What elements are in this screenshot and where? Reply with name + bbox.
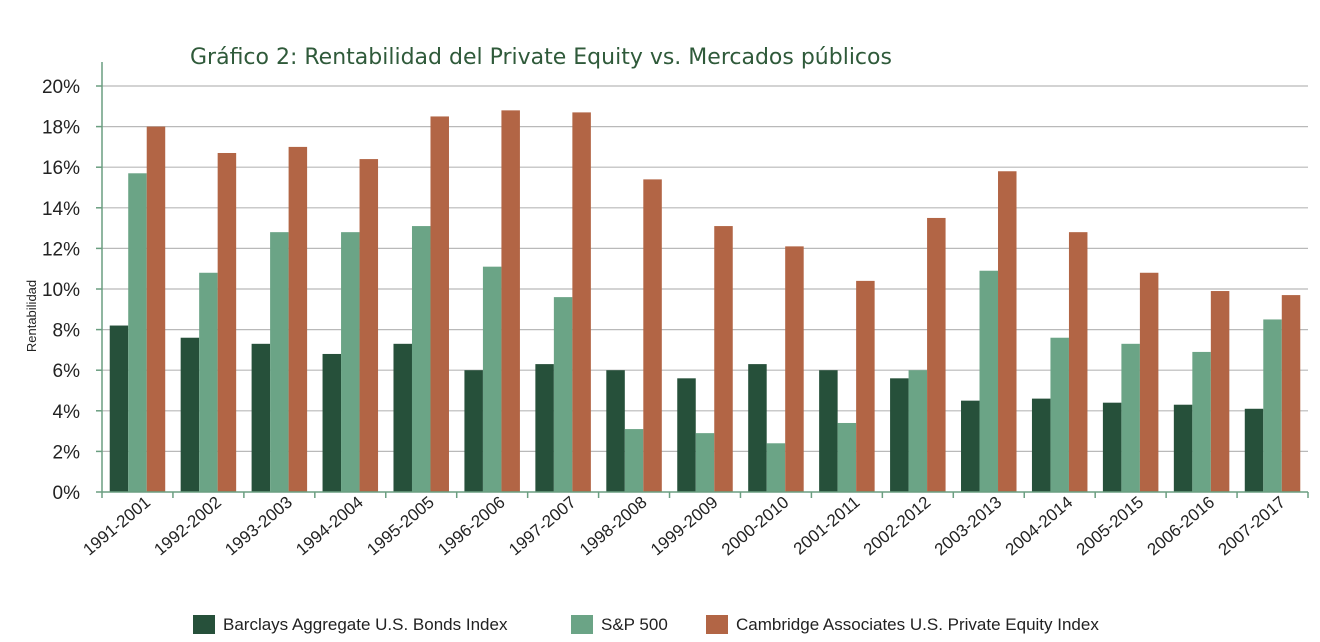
y-tick-label: 4%	[53, 402, 81, 423]
legend-label: S&P 500	[601, 615, 668, 634]
bar-bonds	[677, 378, 696, 492]
y-tick-labels: 0% 2% 4% 6% 8% 10% 12% 14% 16% 18% 20%	[42, 77, 80, 504]
bar-bonds	[109, 325, 129, 492]
bar-bonds	[961, 400, 980, 492]
bar-sp500	[270, 232, 289, 492]
bar-private-equity	[927, 217, 946, 492]
y-tick-label: 2%	[53, 442, 81, 463]
x-tick-label: 1998-2008	[576, 493, 651, 560]
bar-bonds	[251, 343, 271, 492]
y-tick-label: 14%	[42, 199, 80, 220]
bar-sp500	[411, 226, 431, 492]
x-tick-label: 2006-2016	[1144, 493, 1219, 560]
bar-sp500	[979, 270, 999, 492]
bar-bonds	[535, 364, 554, 492]
legend: Barclays Aggregate U.S. Bonds Index S&P 5…	[193, 615, 1099, 634]
legend-label: Barclays Aggregate U.S. Bonds Index	[223, 615, 508, 634]
bar-private-equity	[501, 110, 520, 493]
bar-bonds	[819, 370, 838, 492]
bar-private-equity	[785, 246, 804, 492]
y-tick-label: 0%	[53, 483, 81, 504]
bar-sp500	[553, 297, 573, 492]
legend-swatch	[571, 615, 593, 634]
bar-private-equity	[714, 226, 733, 492]
x-tick-label: 2000-2010	[718, 493, 793, 560]
y-tick-label: 16%	[42, 158, 80, 179]
x-tick-label: 1994-2004	[292, 493, 367, 560]
bar-sp500	[695, 433, 715, 492]
bar-bonds	[1102, 402, 1122, 492]
x-tick-label: 1995-2005	[363, 493, 438, 560]
x-tick-labels: 1991-20011992-20021993-20031994-20041995…	[80, 493, 1290, 560]
bar-private-equity	[1139, 272, 1159, 492]
bar-private-equity	[572, 112, 591, 492]
y-tick-label: 18%	[42, 118, 80, 139]
y-tick-label: 6%	[53, 361, 81, 382]
bar-bonds	[180, 337, 200, 492]
x-tick-label: 2001-2011	[790, 493, 864, 559]
chart-title: Gráfico 2: Rentabilidad del Private Equi…	[190, 45, 892, 70]
bar-bonds	[464, 370, 483, 492]
bar-bonds	[606, 370, 625, 492]
bar-private-equity	[1068, 232, 1088, 492]
bar-sp500	[837, 422, 857, 492]
bar-sp500	[341, 232, 360, 492]
x-tick-label: 1993-2003	[221, 493, 296, 560]
bar-bonds	[1173, 404, 1193, 492]
bar-private-equity	[1210, 291, 1230, 492]
x-tick-label: 2004-2014	[1002, 493, 1077, 560]
bar-private-equity	[643, 179, 662, 492]
bar-bonds	[748, 364, 767, 492]
bar-private-equity	[1281, 295, 1301, 492]
bar-sp500	[1050, 337, 1069, 492]
x-tick-label: 1992-2002	[150, 493, 225, 560]
bar-private-equity	[359, 159, 379, 492]
y-tick-label: 12%	[42, 239, 80, 260]
x-tick-label: 1996-2006	[434, 493, 509, 560]
x-tick-label: 2005-2015	[1073, 493, 1148, 560]
bar-bonds	[1031, 398, 1051, 492]
legend-swatch	[706, 615, 728, 634]
bar-sp500	[1263, 319, 1282, 492]
x-tick-label: 2003-2013	[931, 493, 1006, 560]
bar-private-equity	[288, 146, 308, 492]
bar-sp500	[128, 173, 147, 493]
y-tick-label: 10%	[42, 280, 80, 301]
bar-sp500	[199, 272, 218, 492]
bar-private-equity	[146, 126, 166, 492]
bar-sp500	[482, 266, 502, 492]
bar-bonds	[393, 343, 412, 492]
bar-sp500	[624, 429, 644, 492]
bar-sp500	[766, 443, 786, 492]
y-tick-label: 8%	[53, 321, 81, 342]
bar-private-equity	[430, 116, 449, 492]
legend-label: Cambridge Associates U.S. Private Equity…	[736, 615, 1099, 634]
bar-private-equity	[856, 280, 875, 492]
bar-private-equity	[998, 171, 1017, 492]
x-tick-label: 1991-2001	[80, 493, 155, 560]
bar-bonds	[322, 353, 342, 492]
x-tick-label: 2007-2017	[1215, 493, 1290, 560]
bar-sp500	[908, 370, 928, 492]
x-tick-label: 2002-2012	[860, 493, 935, 560]
legend-swatch	[193, 615, 215, 634]
x-tick-label: 1999-2009	[647, 493, 722, 560]
bar-bonds	[1244, 408, 1264, 492]
bar-bonds	[890, 378, 909, 492]
y-tick-label: 20%	[42, 77, 80, 98]
y-axis-label: Rentabilidad	[24, 280, 39, 352]
x-tick-label: 1997-2007	[505, 493, 580, 560]
bar-private-equity	[217, 152, 237, 493]
bar-sp500	[1192, 351, 1211, 492]
axes	[101, 62, 1309, 498]
bar-sp500	[1121, 343, 1140, 492]
bars	[109, 110, 1301, 493]
